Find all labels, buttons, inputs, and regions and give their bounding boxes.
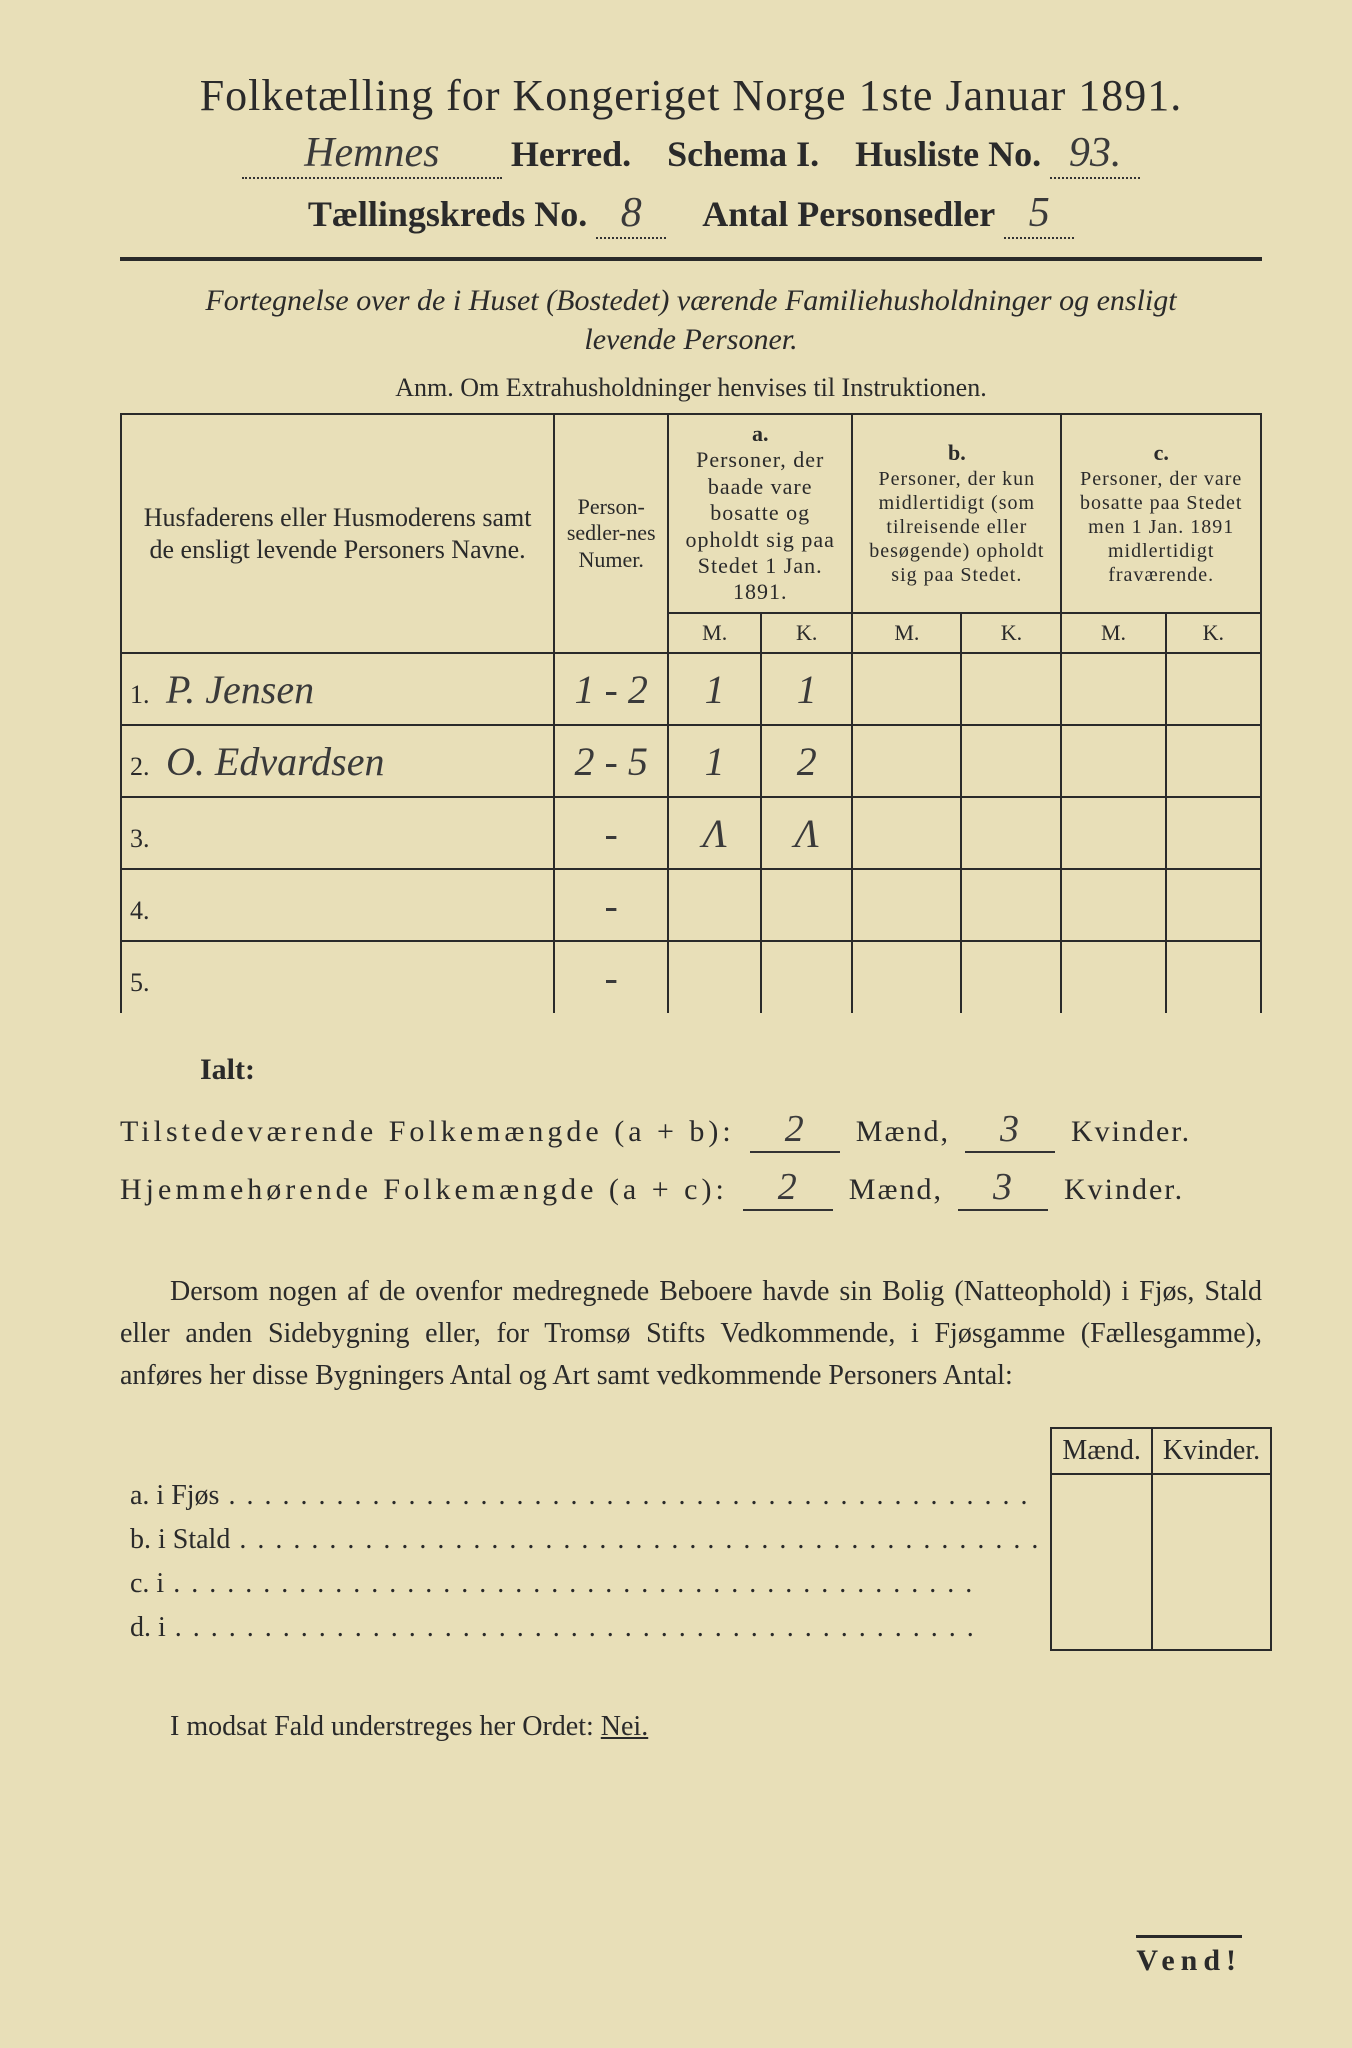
building-table: Mænd. Kvinder. a. i Fjøs b. i Stald c. i… bbox=[120, 1427, 1272, 1651]
col-name-header: Husfaderens eller Husmoderens samt de en… bbox=[121, 414, 554, 653]
subtitle: Fortegnelse over de i Huset (Bostedet) v… bbox=[120, 281, 1262, 359]
maend-label: Mænd, bbox=[856, 1115, 950, 1148]
b-m-header: M. bbox=[852, 613, 961, 653]
kvinder-label: Kvinder. bbox=[1064, 1173, 1184, 1206]
subtitle-line2: levende Personer. bbox=[584, 323, 797, 356]
ialt-ab-m: 2 bbox=[750, 1107, 840, 1153]
col-a-header: a. Personer, der baade vare bosatte og o… bbox=[668, 414, 852, 613]
ialt-row-ac: Hjemmehørende Folkemængde (a + c): 2 Mæn… bbox=[120, 1165, 1262, 1211]
anm-note: Anm. Om Extrahusholdninger henvises til … bbox=[120, 373, 1262, 403]
a-m-header: M. bbox=[668, 613, 761, 653]
table-row: 2. O. Edvardsen 2 - 5 1 2 bbox=[121, 725, 1261, 797]
building-row-b: b. i Stald bbox=[120, 1518, 1271, 1562]
ialt-label: Ialt: bbox=[200, 1053, 1262, 1087]
kvinder-col: Kvinder. bbox=[1152, 1428, 1271, 1474]
paragraph-note: Dersom nogen af de ovenfor medregnede Be… bbox=[120, 1271, 1262, 1397]
ialt-ab-label: Tilstedeværende Folkemængde (a + b): bbox=[120, 1115, 735, 1148]
table-body: 1. P. Jensen 1 - 2 1 1 2. O. Edvardsen 2… bbox=[121, 653, 1261, 1013]
schema-label: Schema I. bbox=[667, 134, 819, 174]
nei-text: I modsat Fald understreges her Ordet: bbox=[170, 1711, 594, 1742]
c-k-header: K. bbox=[1166, 613, 1261, 653]
page-title: Folketælling for Kongeriget Norge 1ste J… bbox=[120, 70, 1262, 121]
ialt-ac-k: 3 bbox=[958, 1165, 1048, 1211]
col-a-text: Personer, der baade vare bosatte og opho… bbox=[677, 447, 843, 605]
cell-a-m: 1 bbox=[668, 653, 761, 725]
c-m-header: M. bbox=[1061, 613, 1165, 653]
ialt-ab-k: 3 bbox=[965, 1107, 1055, 1153]
row-label: 1. P. Jensen bbox=[121, 653, 554, 725]
subtitle-line1: Fortegnelse over de i Huset (Bostedet) v… bbox=[205, 284, 1176, 317]
building-header: Mænd. Kvinder. bbox=[120, 1428, 1271, 1474]
herred-value: Hemnes bbox=[242, 129, 502, 179]
antal-value: 5 bbox=[1004, 189, 1074, 239]
col-a-letter: a. bbox=[677, 421, 843, 447]
antal-label: Antal Personsedler bbox=[702, 194, 995, 234]
col-b-letter: b. bbox=[861, 440, 1052, 466]
nei-line: I modsat Fald understreges her Ordet: Ne… bbox=[120, 1711, 1262, 1743]
table-row: 3. - Λ Λ bbox=[121, 797, 1261, 869]
col-c-text: Personer, der vare bosatte paa Stedet me… bbox=[1070, 467, 1252, 587]
col-b-header: b. Personer, der kun midlertidigt (som t… bbox=[852, 414, 1061, 613]
husliste-value: 93. bbox=[1050, 129, 1140, 179]
husliste-label: Husliste No. bbox=[855, 134, 1041, 174]
col-c-letter: c. bbox=[1070, 440, 1252, 466]
tkreds-label: Tællingskreds No. bbox=[308, 194, 587, 234]
b-k-header: K. bbox=[961, 613, 1061, 653]
building-row-d: d. i bbox=[120, 1606, 1271, 1650]
header-line-2: Hemnes Herred. Schema I. Husliste No. 93… bbox=[120, 129, 1262, 179]
tkreds-value: 8 bbox=[596, 189, 666, 239]
building-row-c: c. i bbox=[120, 1562, 1271, 1606]
maend-label: Mænd, bbox=[849, 1173, 943, 1206]
header-line-3: Tællingskreds No. 8 Antal Personsedler 5 bbox=[120, 189, 1262, 239]
vend-label: Vend! bbox=[1136, 1935, 1242, 1978]
building-row-a: a. i Fjøs bbox=[120, 1474, 1271, 1518]
divider bbox=[120, 257, 1262, 261]
cell-b-m bbox=[852, 653, 961, 725]
cell-b-k bbox=[961, 653, 1061, 725]
census-form-page: Folketælling for Kongeriget Norge 1ste J… bbox=[0, 0, 1352, 2048]
kvinder-label: Kvinder. bbox=[1071, 1115, 1191, 1148]
a-k-header: K. bbox=[761, 613, 852, 653]
cell-c-m bbox=[1061, 653, 1165, 725]
ialt-ac-label: Hjemmehørende Folkemængde (a + c): bbox=[120, 1173, 728, 1206]
ialt-ac-m: 2 bbox=[743, 1165, 833, 1211]
cell-a-k: 1 bbox=[761, 653, 852, 725]
ialt-section: Ialt: Tilstedeværende Folkemængde (a + b… bbox=[120, 1053, 1262, 1211]
herred-label: Herred. bbox=[511, 134, 631, 174]
col-b-text: Personer, der kun midlertidigt (som tilr… bbox=[861, 467, 1052, 587]
census-table: Husfaderens eller Husmoderens samt de en… bbox=[120, 413, 1262, 1013]
maend-col: Mænd. bbox=[1051, 1428, 1152, 1474]
ialt-row-ab: Tilstedeværende Folkemængde (a + b): 2 M… bbox=[120, 1107, 1262, 1153]
table-row: 1. P. Jensen 1 - 2 1 1 bbox=[121, 653, 1261, 725]
table-row: 5. - bbox=[121, 941, 1261, 1013]
table-row: 4. - bbox=[121, 869, 1261, 941]
row-num-cell: 1 - 2 bbox=[554, 653, 668, 725]
nei-word: Nei. bbox=[601, 1711, 648, 1742]
col-c-header: c. Personer, der vare bosatte paa Stedet… bbox=[1061, 414, 1261, 613]
col-num-header: Person-sedler-nes Numer. bbox=[554, 414, 668, 653]
cell-c-k bbox=[1166, 653, 1261, 725]
